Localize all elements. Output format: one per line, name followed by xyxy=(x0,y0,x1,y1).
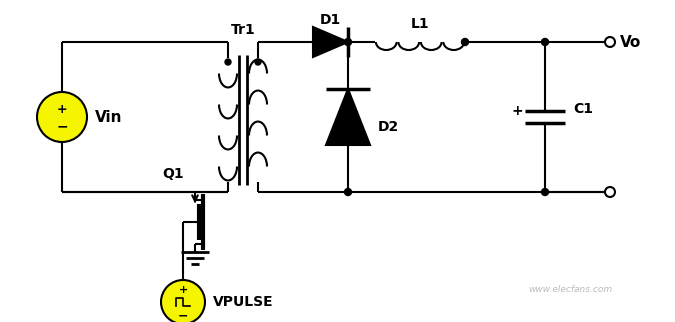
Circle shape xyxy=(344,39,352,45)
Polygon shape xyxy=(313,27,348,57)
Circle shape xyxy=(541,188,549,195)
Text: Vo: Vo xyxy=(620,34,641,50)
Polygon shape xyxy=(326,89,370,145)
Text: +: + xyxy=(178,285,188,295)
Text: +: + xyxy=(57,102,68,116)
Text: www.elecfans.com: www.elecfans.com xyxy=(528,286,612,295)
Text: −: − xyxy=(56,119,68,133)
Circle shape xyxy=(161,280,205,322)
Text: VPULSE: VPULSE xyxy=(213,295,273,309)
Circle shape xyxy=(344,188,352,195)
Text: Q1: Q1 xyxy=(162,167,184,181)
Circle shape xyxy=(541,39,549,45)
Text: D2: D2 xyxy=(378,120,399,134)
Circle shape xyxy=(37,92,87,142)
Circle shape xyxy=(255,59,261,65)
Text: −: − xyxy=(178,309,188,322)
Circle shape xyxy=(462,39,468,45)
Text: Tr1: Tr1 xyxy=(231,23,255,37)
Text: D1: D1 xyxy=(320,13,341,27)
Text: Vin: Vin xyxy=(95,109,122,125)
Text: +: + xyxy=(511,104,523,118)
Text: C1: C1 xyxy=(573,102,593,116)
Circle shape xyxy=(225,59,231,65)
Circle shape xyxy=(605,187,615,197)
Text: L1: L1 xyxy=(410,17,429,31)
Circle shape xyxy=(605,37,615,47)
